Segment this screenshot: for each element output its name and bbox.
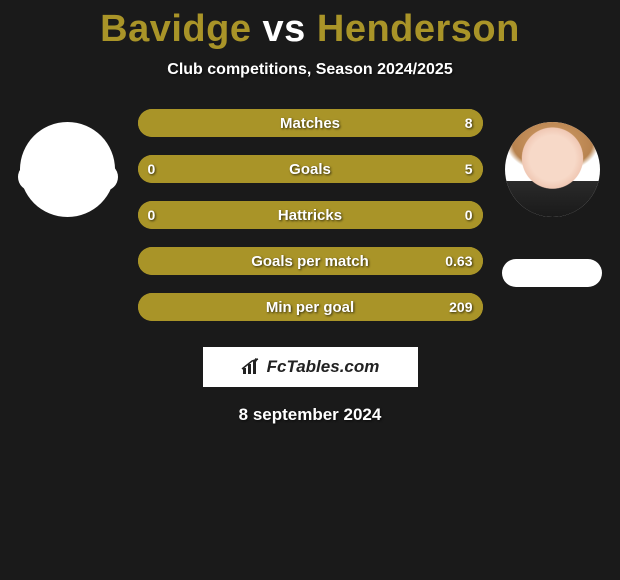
subtitle: Club competitions, Season 2024/2025 — [0, 61, 620, 79]
player2-avatar — [505, 122, 600, 217]
stat-value-left — [138, 293, 158, 321]
stat-bar: Goals per match0.63 — [138, 247, 483, 275]
stat-label: Hattricks — [138, 201, 483, 229]
stat-value-left: 0 — [138, 155, 166, 183]
player2-team-badge — [502, 259, 602, 287]
stat-label: Matches — [138, 109, 483, 137]
stat-value-right: 0 — [455, 201, 483, 229]
stat-value-right: 209 — [439, 293, 482, 321]
player1-team-badge — [18, 163, 118, 191]
stat-value-left — [138, 109, 158, 137]
stat-label: Goals — [138, 155, 483, 183]
stat-bars: Matches8Goals05Hattricks00Goals per matc… — [138, 109, 483, 321]
brand-text: FcTables.com — [267, 357, 380, 377]
stat-label: Goals per match — [138, 247, 483, 275]
stat-value-right: 8 — [455, 109, 483, 137]
brand-box[interactable]: FcTables.com — [203, 347, 418, 387]
vs-text: vs — [263, 8, 306, 50]
stat-bar: Goals0 5 — [138, 155, 483, 183]
date-text: 8 september 2024 — [0, 405, 620, 425]
stats-area: Matches8Goals05Hattricks00Goals per matc… — [0, 109, 620, 321]
stat-value-right: 5 — [455, 155, 483, 183]
bar-chart-icon — [241, 358, 263, 376]
comparison-title: Bavidge vs Henderson — [0, 0, 620, 51]
stat-bar: Hattricks0 0 — [138, 201, 483, 229]
stat-label: Min per goal — [138, 293, 483, 321]
stat-value-left — [138, 247, 158, 275]
player2-name: Henderson — [317, 8, 520, 50]
stat-value-right: 0.63 — [435, 247, 482, 275]
player2-photo-icon — [505, 122, 600, 217]
player1-name: Bavidge — [100, 8, 251, 50]
stat-bar: Matches8 — [138, 109, 483, 137]
stat-bar: Min per goal209 — [138, 293, 483, 321]
stat-value-left: 0 — [138, 201, 166, 229]
